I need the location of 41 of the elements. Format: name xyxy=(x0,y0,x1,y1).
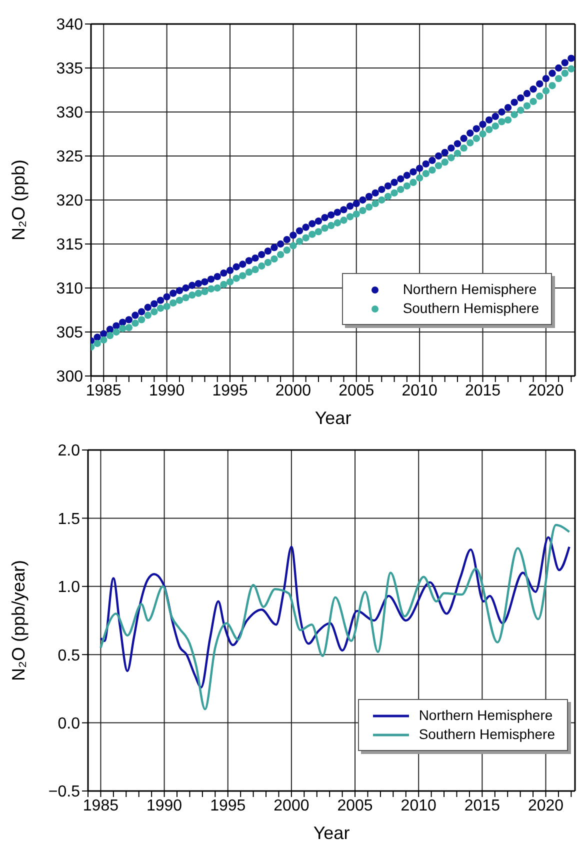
x-tick-label: 2015 xyxy=(464,382,501,400)
y-tick-label: 335 xyxy=(56,60,84,78)
y-tick-label: 1.5 xyxy=(58,510,80,528)
legend-label: Northern Hemisphere xyxy=(418,706,553,725)
y-tick-label: 300 xyxy=(56,368,84,386)
x-tick-label: 2000 xyxy=(275,382,312,400)
y-tick-label: −0.5 xyxy=(48,784,80,801)
y-tick-label: 320 xyxy=(56,192,84,210)
x-tick-label: 1995 xyxy=(210,797,246,814)
legend-label: Southern Hemisphere xyxy=(418,725,555,744)
legend-label: Northern Hemisphere xyxy=(402,280,537,299)
x-tick-label: 2015 xyxy=(464,797,500,814)
y-tick-label: 310 xyxy=(56,280,84,298)
x-tick-label: 1990 xyxy=(149,382,185,400)
x-tick-label: 2020 xyxy=(528,797,564,814)
y-tick-label: 340 xyxy=(56,16,84,34)
x-axis-title: Year xyxy=(313,823,350,843)
y-tick-label: 305 xyxy=(56,324,84,342)
x-tick-label: 2010 xyxy=(400,797,436,814)
x-axis-title: Year xyxy=(314,408,352,428)
y-tick-label: 0.5 xyxy=(58,647,80,664)
y-tick-label: 0.0 xyxy=(58,715,80,732)
x-tick-label: 2000 xyxy=(274,797,310,814)
x-tick-label: 1985 xyxy=(86,382,122,400)
y-axis-title: N₂O (ppb/year) xyxy=(8,560,28,682)
y-tick-label: 325 xyxy=(56,148,84,166)
y-axis-title: N₂O (ppb) xyxy=(8,159,28,241)
y-tick-label: 315 xyxy=(56,236,84,254)
line-series xyxy=(100,536,570,688)
x-tick-label: 2020 xyxy=(528,382,564,400)
x-tick-label: 1990 xyxy=(146,797,182,814)
x-tick-label: 1985 xyxy=(82,797,119,814)
line-series xyxy=(100,524,570,710)
x-tick-label: 2005 xyxy=(337,797,373,814)
legend-label: Southern Hemisphere xyxy=(402,299,539,318)
x-tick-label: 2005 xyxy=(338,382,374,400)
y-tick-label: 330 xyxy=(56,104,84,122)
x-tick-label: 1995 xyxy=(212,382,248,400)
x-tick-label: 2010 xyxy=(402,382,438,400)
y-tick-label: 1.0 xyxy=(58,579,80,596)
y-tick-label: 2.0 xyxy=(58,442,80,460)
